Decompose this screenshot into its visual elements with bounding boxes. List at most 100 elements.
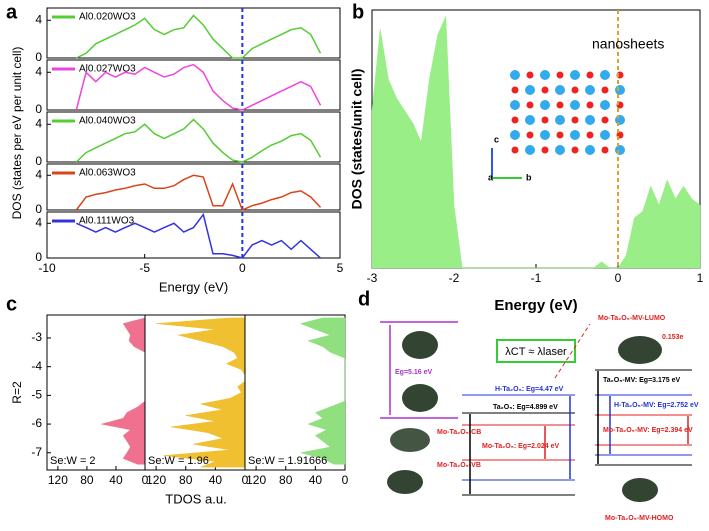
x-tick-label: -2	[449, 271, 460, 285]
atom	[571, 146, 579, 154]
legend-label: Al0.040WO3	[79, 116, 136, 127]
x-tick-label: 120	[246, 473, 266, 487]
atom	[555, 85, 565, 95]
atom	[510, 130, 520, 140]
atom	[600, 70, 610, 80]
atom	[541, 86, 549, 94]
atom	[615, 145, 625, 155]
x-tick-label: 0	[342, 473, 349, 487]
atom	[511, 116, 519, 124]
atom	[555, 145, 565, 155]
x-tick-label: 0	[242, 473, 249, 487]
atom	[511, 86, 519, 94]
plot-frame	[46, 163, 341, 211]
panel-note: Se:W = 2	[50, 455, 96, 467]
atom	[525, 85, 535, 95]
atom	[570, 100, 580, 110]
panel-label: a	[6, 1, 18, 23]
x-tick-label: 1	[697, 271, 704, 285]
atom	[526, 131, 534, 139]
y-tick-label: -6	[31, 416, 42, 430]
atom	[571, 116, 579, 124]
x-tick-label: 40	[109, 473, 123, 487]
x-axis-label: Energy (eV)	[494, 297, 577, 314]
atom	[615, 115, 625, 125]
label: Eg=5.16 eV	[395, 369, 432, 376]
atom	[510, 100, 520, 110]
label: λCT ≈ λlaser	[505, 346, 567, 358]
atom	[525, 115, 535, 125]
atom	[556, 71, 564, 79]
y-tick-label: -3	[31, 330, 42, 344]
atom	[556, 101, 564, 109]
atom	[586, 101, 594, 109]
area	[371, 16, 701, 269]
y-tick-label: 4	[35, 167, 42, 181]
atom	[600, 100, 610, 110]
y-tick-label: 0	[35, 250, 42, 264]
area	[156, 317, 246, 468]
y-tick-label: 4	[35, 116, 42, 130]
atom	[540, 70, 550, 80]
panel-label: c	[6, 293, 17, 315]
atom	[555, 115, 565, 125]
label: 0.153e	[662, 334, 684, 341]
line	[75, 174, 322, 212]
atom	[540, 130, 550, 140]
label: H-Ta₂O₅: Eg=4.47 eV	[495, 386, 564, 393]
x-tick-label: 120	[48, 473, 68, 487]
label: Ta₂O₅-MV: Eg=3.175 eV	[603, 377, 681, 384]
x-tick-label: -10	[38, 261, 56, 275]
panel-note: Se:W = 1.96	[148, 455, 209, 467]
label: Mo-Ta₂O₅: Eg=2.024 eV	[482, 443, 560, 450]
y-tick-label: 4	[35, 215, 42, 229]
atom	[601, 116, 609, 124]
label: Mo-Ta₂O₅-MV: Eg=2.394 eV	[603, 427, 693, 434]
x-tick-label: 120	[146, 473, 166, 487]
plot-frame	[46, 59, 341, 111]
x-tick-label: 80	[279, 473, 293, 487]
atom	[526, 71, 534, 79]
plot-frame	[46, 211, 341, 259]
label: Mo-Ta₂O₅-CB	[437, 429, 481, 436]
x-tick-label: 0	[239, 261, 246, 275]
panel-label: d	[358, 288, 370, 310]
panel-note: Se:W = 1.91666	[248, 455, 327, 467]
label: Mo-Ta₂O₅-VB	[437, 462, 481, 469]
y-tick-label: -5	[31, 388, 42, 402]
atom	[540, 100, 550, 110]
atom	[586, 71, 594, 79]
x-tick-label: 80	[179, 473, 193, 487]
label: H-Ta₂O₅-MV: Eg=2.752 eV	[614, 402, 699, 409]
atom	[600, 130, 610, 140]
y-tick-label: 0	[35, 154, 42, 168]
area	[299, 317, 346, 465]
axis-name: a	[488, 172, 494, 182]
x-tick-label: 0	[142, 473, 149, 487]
line	[75, 212, 321, 259]
y-axis-label: DOS (states/unit cell)	[349, 69, 365, 210]
crystal-structure	[491, 70, 625, 179]
energy-diagram: Eg=5.16 eV Mo-Ta₂O₅-CB Mo-Ta₂O₅-VB H-Ta₂…	[380, 315, 699, 522]
atom	[525, 145, 535, 155]
x-axis-label: TDOS a.u.	[165, 491, 226, 506]
y-tick-label: 0	[35, 50, 42, 64]
atom	[615, 85, 625, 95]
x-tick-label: 80	[80, 473, 94, 487]
area	[101, 317, 146, 465]
plot-frame	[46, 7, 341, 59]
line	[75, 118, 322, 163]
legend-label: Al0.027WO3	[79, 64, 136, 75]
axis-name: c	[494, 134, 499, 144]
x-tick-label: -1	[531, 271, 542, 285]
y-axis-label: R=2	[10, 381, 24, 404]
x-tick-label: 40	[209, 473, 223, 487]
atom	[585, 115, 595, 125]
atom	[586, 131, 594, 139]
x-tick-label: 40	[309, 473, 323, 487]
atom	[570, 70, 580, 80]
line	[75, 14, 322, 59]
y-tick-label: -4	[31, 359, 42, 373]
atom	[541, 116, 549, 124]
